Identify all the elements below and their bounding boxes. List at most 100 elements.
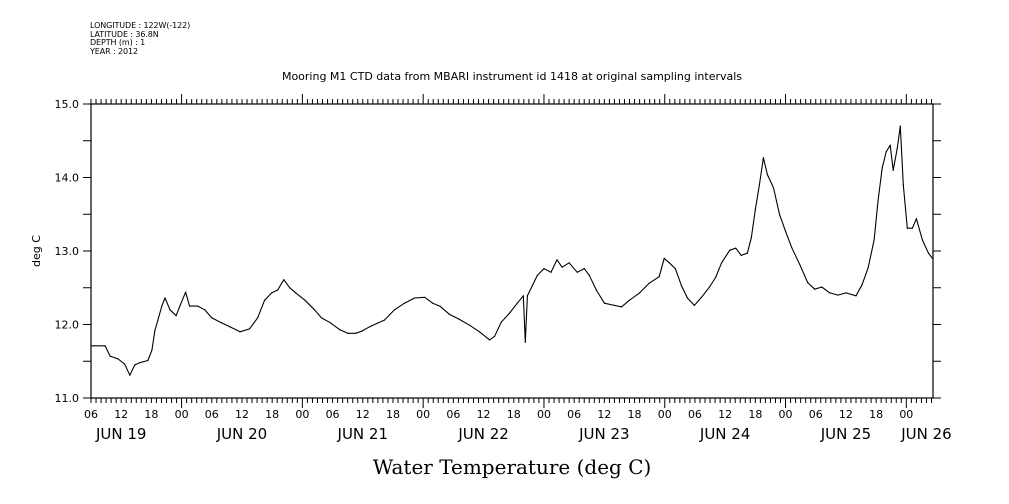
series-line-water-temperature	[91, 125, 933, 376]
x-tick-label: 06	[567, 408, 581, 421]
data-point	[873, 239, 875, 241]
x-tick-label: 00	[658, 408, 672, 421]
data-point	[867, 267, 869, 269]
data-point	[729, 249, 731, 251]
data-point	[197, 305, 199, 307]
data-point	[550, 271, 552, 273]
data-point	[508, 312, 510, 315]
x-day-label: JUN 26	[900, 425, 951, 443]
data-point	[837, 294, 839, 296]
data-point	[524, 341, 526, 343]
x-tick-label: 12	[356, 408, 370, 421]
data-point	[522, 295, 524, 297]
data-point	[117, 358, 119, 360]
data-point	[576, 271, 578, 273]
data-point	[561, 266, 563, 268]
data-point	[595, 289, 597, 291]
data-point	[295, 292, 297, 294]
data-point	[674, 268, 676, 270]
x-day-label: JUN 24	[699, 425, 750, 443]
y-axis-label: deg C	[30, 235, 43, 267]
data-point	[693, 304, 696, 306]
data-point	[189, 305, 191, 307]
data-point	[369, 326, 371, 328]
data-point	[902, 184, 904, 186]
data-point	[175, 315, 177, 317]
x-tick-label: 00	[899, 408, 913, 421]
x-tick-label: 00	[175, 408, 189, 421]
x-tick-label: 12	[114, 408, 128, 421]
data-point	[304, 299, 306, 301]
chart-title: Mooring M1 CTD data from MBARI instrumen…	[282, 70, 742, 83]
y-tick-label: 15.0	[55, 98, 80, 111]
y-tick-label: 14.0	[55, 172, 80, 185]
data-point	[921, 239, 924, 241]
data-point	[778, 213, 781, 215]
data-point	[283, 279, 285, 281]
data-point	[750, 237, 752, 239]
data-point	[361, 330, 363, 332]
data-point	[708, 286, 711, 288]
x-tick-label: 18	[144, 408, 158, 421]
data-point	[821, 286, 823, 288]
data-point	[543, 268, 545, 270]
data-point	[271, 292, 273, 294]
data-point	[911, 227, 914, 229]
data-point	[221, 322, 223, 324]
data-point	[899, 125, 901, 127]
x-tick-label: 12	[235, 408, 249, 421]
data-point	[355, 332, 357, 334]
data-point	[339, 329, 341, 331]
x-tick-label: 12	[597, 408, 611, 421]
data-point	[715, 276, 717, 279]
data-point	[927, 252, 930, 254]
data-point	[185, 291, 187, 293]
axes: 11.0 12.0 13.0 14.0 15.0 06 12 18 00 06 12 18 00 06 12…	[55, 94, 952, 443]
x-tick-label: 18	[628, 408, 642, 421]
data-point	[628, 299, 631, 301]
x-tick-label: 12	[718, 408, 732, 421]
data-point	[134, 364, 136, 366]
data-point	[104, 345, 106, 347]
data-point	[620, 306, 623, 308]
data-point	[829, 292, 831, 294]
data-point	[766, 174, 769, 176]
x-tick-label: 06	[809, 408, 823, 421]
data-point	[147, 359, 149, 362]
data-point	[885, 151, 887, 153]
metadata-block: LONGITUDE : 122W(-122) LATITUDE : 36.8N …	[90, 21, 191, 56]
data-point	[129, 374, 131, 376]
x-tick-label: 12	[477, 408, 491, 421]
data-point	[931, 257, 934, 259]
y-tick-label: 11.0	[55, 392, 80, 405]
data-point	[526, 295, 529, 297]
data-point	[639, 292, 641, 294]
data-point	[758, 184, 761, 186]
data-point	[329, 321, 331, 323]
series-group	[90, 125, 934, 376]
data-point	[500, 321, 502, 323]
data-point	[124, 363, 126, 365]
data-point	[583, 268, 585, 270]
data-point	[735, 247, 737, 249]
data-point	[448, 313, 450, 315]
data-point	[906, 227, 908, 229]
meta-longitude: LONGITUDE : 122W(-122)	[90, 21, 191, 30]
x-tick-label: 00	[416, 408, 430, 421]
x-day-label: JUN 25	[820, 425, 871, 443]
data-point	[680, 284, 683, 287]
data-point	[746, 252, 748, 254]
x-day-label: JUN 19	[95, 425, 146, 443]
data-point	[139, 362, 141, 364]
data-point	[277, 289, 279, 291]
x-day-label: JUN 20	[216, 425, 267, 443]
data-point	[179, 304, 181, 306]
data-point	[264, 299, 266, 301]
data-point	[915, 218, 918, 220]
data-point	[478, 331, 481, 333]
x-tick-label: 18	[386, 408, 400, 421]
data-point	[347, 332, 349, 334]
x-day-label: JUN 22	[457, 425, 508, 443]
y-tick-label: 12.0	[55, 319, 80, 332]
